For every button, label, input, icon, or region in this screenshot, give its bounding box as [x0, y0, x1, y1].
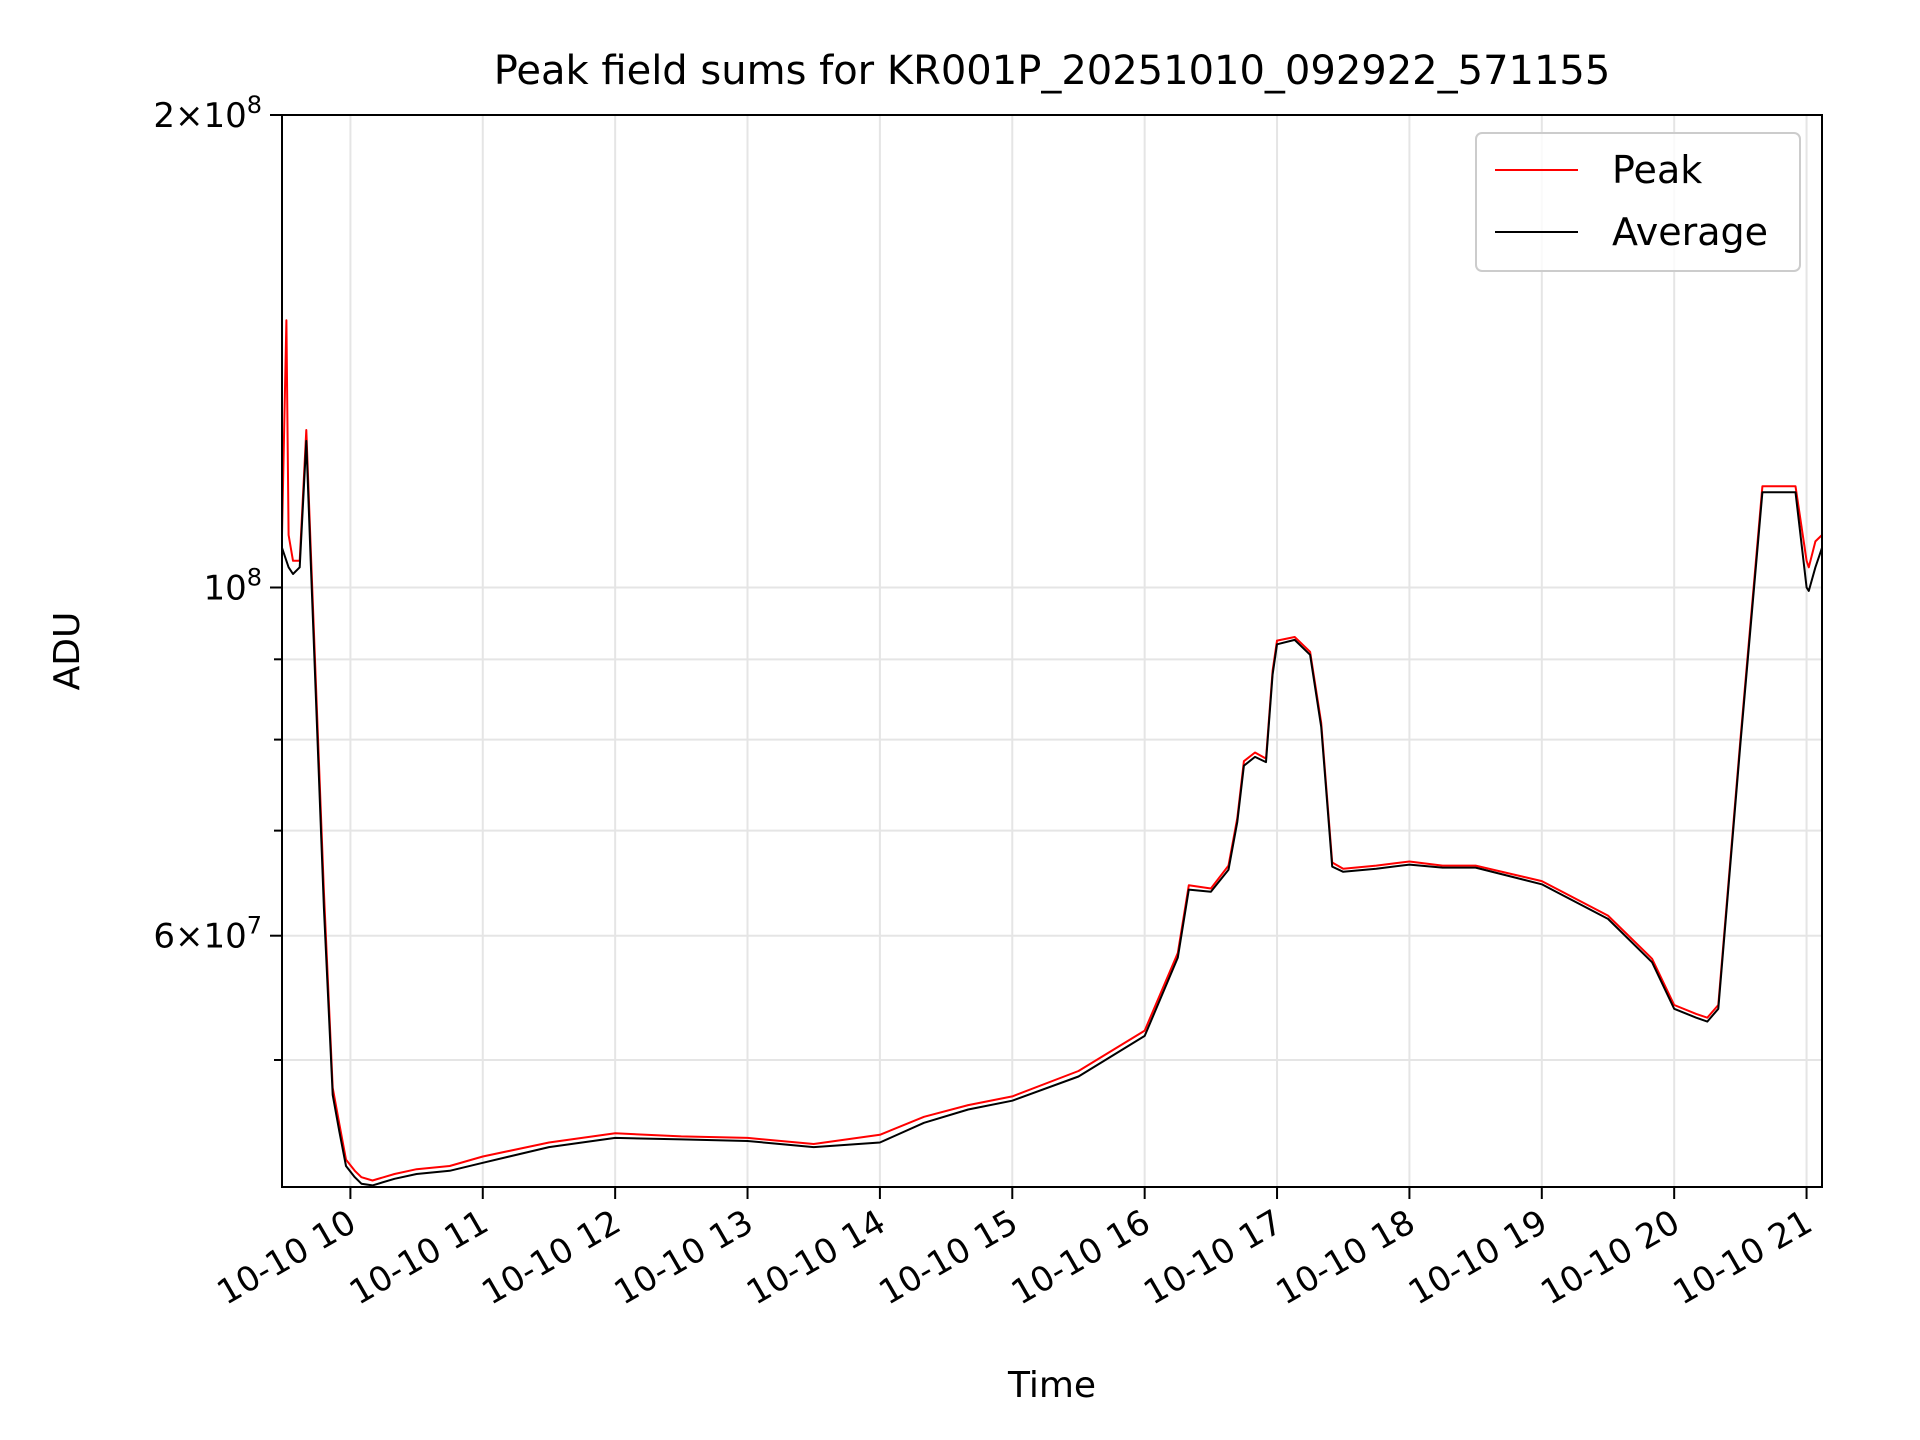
series-line-peak: [281, 115, 1823, 1182]
legend: Peak Average: [1475, 132, 1801, 272]
legend-label-average: Average: [1612, 210, 1768, 254]
plot-frame: [281, 114, 1823, 1188]
series-line-average: [281, 439, 1823, 1187]
y-tick-label: 108: [203, 563, 262, 608]
legend-box: [1475, 132, 1801, 272]
x-axis-label: Time: [1007, 1365, 1096, 1406]
series-layer: [281, 115, 1823, 1187]
y-tick-label: 2×108: [153, 91, 262, 136]
y-tick-label: 6×107: [153, 912, 262, 957]
legend-label-peak: Peak: [1612, 148, 1702, 192]
chart-title: Peak field sums for KR001P_20251010_0929…: [494, 48, 1611, 94]
y-axis-label: ADU: [47, 612, 88, 691]
